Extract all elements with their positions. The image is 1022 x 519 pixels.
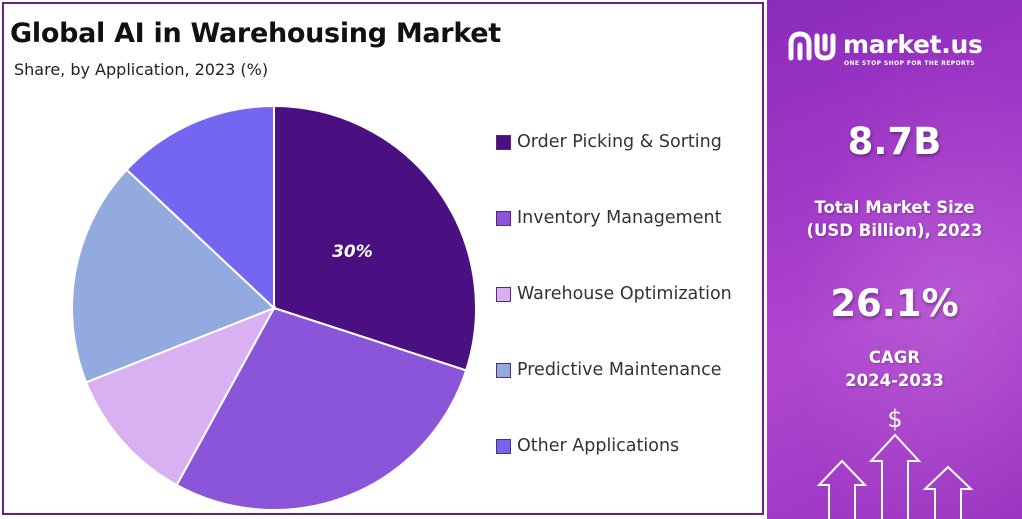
legend-label: Order Picking & Sorting: [517, 132, 722, 152]
brand-tagline: ONE STOP SHOP FOR THE REPORTS: [844, 60, 976, 67]
cagr-label-line1: CAGR: [868, 348, 921, 367]
pie-slice-1: [273, 104, 477, 372]
pie-slice-5: [125, 104, 275, 311]
legend-label: Other Applications: [517, 436, 680, 456]
legend-item-3: Warehouse Optimization: [496, 280, 732, 308]
brand-name: market.us: [843, 30, 983, 59]
dollar-icon: $: [887, 405, 902, 433]
cagr-value: 26.1%: [830, 282, 959, 325]
legend-swatch: [496, 286, 511, 302]
summary-panel: market.us ONE STOP SHOP FOR THE REPORTS …: [767, 0, 1022, 519]
legend-label: Inventory Management: [517, 208, 722, 228]
pie-slice-4: [71, 168, 276, 384]
growth-arrows-icon: $: [816, 405, 974, 519]
panel-background: [767, 0, 1022, 519]
chart-title: Global AI in Warehousing Market: [10, 18, 501, 49]
legend-item-1: Order Picking & Sorting: [496, 128, 722, 156]
legend-item-4: Predictive Maintenance: [496, 356, 722, 384]
market-size-label-line1: Total Market Size: [814, 198, 975, 217]
brand-logo: market.us ONE STOP SHOP FOR THE REPORTS: [787, 28, 1017, 68]
legend-swatch: [496, 134, 511, 150]
legend-swatch: [496, 210, 511, 226]
chart-subtitle: Share, by Application, 2023 (%): [14, 60, 269, 79]
pie-chart: 30%: [71, 104, 477, 511]
legend-label: Warehouse Optimization: [517, 284, 732, 304]
pie-slice-3: [84, 306, 277, 487]
market-size-label-line2: (USD Billion), 2023: [806, 221, 983, 240]
market-us-logo-icon: [788, 31, 836, 61]
legend-item-2: Inventory Management: [496, 204, 721, 232]
cagr-label-line2: 2024-2033: [845, 371, 944, 390]
legend-item-5: Other Applications: [496, 432, 679, 460]
legend-swatch: [496, 438, 511, 454]
market-size-value: 8.7B: [847, 120, 942, 163]
legend-swatch: [496, 362, 511, 378]
chart-panel: Global AI in Warehousing Market Share, b…: [2, 2, 764, 515]
pie-data-label-1: 30%: [332, 242, 373, 262]
pie-slice-2: [175, 306, 468, 511]
legend-label: Predictive Maintenance: [517, 360, 722, 380]
